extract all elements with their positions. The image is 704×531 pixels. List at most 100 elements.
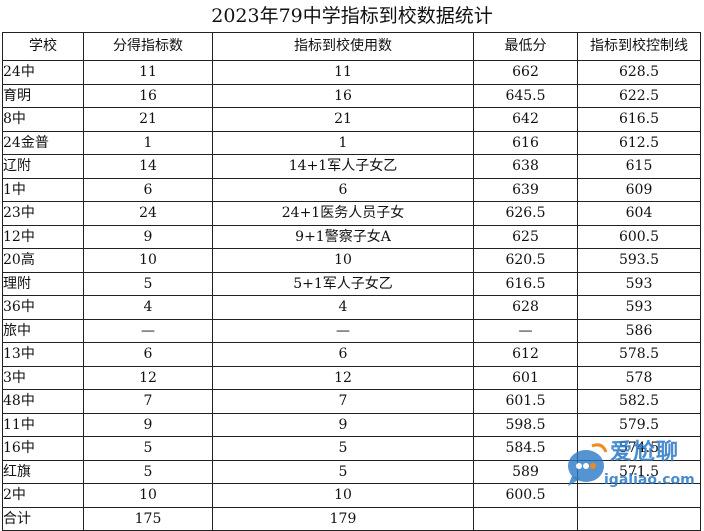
cell-min-score: 616	[473, 130, 578, 155]
cell-quota: 9	[83, 412, 213, 437]
cell-quota: 14	[83, 154, 213, 179]
cell-used: 11	[212, 60, 474, 85]
table-row: 20高 10 10 620.5 593.5	[2, 248, 701, 273]
cell-min-score: 601.5	[473, 389, 578, 414]
cell-school: 11中	[2, 412, 84, 437]
cell-min-score: 638	[473, 154, 578, 179]
cell-control-line: 571.5	[577, 459, 701, 484]
table-row: 23中 24 24+1医务人员子女 626.5 604	[2, 201, 701, 226]
table-row: 红旗 5 5 589 571.5	[2, 459, 701, 484]
table-row: 48中 7 7 601.5 582.5	[2, 389, 701, 414]
cell-used: 6	[212, 177, 474, 202]
total-cell-control-line	[577, 506, 701, 531]
cell-min-score: 639	[473, 177, 578, 202]
cell-school: 1中	[2, 177, 84, 202]
cell-school: 13中	[2, 342, 84, 367]
table-header: 学校 分得指标数 指标到校使用数 最低分 指标到校控制线	[2, 32, 701, 61]
cell-min-score: 598.5	[473, 412, 578, 437]
cell-school: 2中	[2, 483, 84, 508]
cell-school: 辽附	[2, 154, 84, 179]
table-row: 11中 9 9 598.5 579.5	[2, 412, 701, 437]
cell-used: 5	[212, 436, 474, 461]
cell-school: 16中	[2, 436, 84, 461]
cell-used: 14+1军人子女乙	[212, 154, 474, 179]
cell-control-line: 579.5	[577, 412, 701, 437]
total-cell-used: 179	[212, 506, 474, 531]
cell-used: 24+1医务人员子女	[212, 201, 474, 226]
cell-control-line: 628.5	[577, 60, 701, 85]
cell-used: 9+1警察子女A	[212, 224, 474, 249]
cell-min-score: 620.5	[473, 248, 578, 273]
cell-quota: 21	[83, 107, 213, 132]
table-row: 育明 16 16 645.5 622.5	[2, 83, 701, 108]
cell-min-score: 612	[473, 342, 578, 367]
table-row: 2中 10 10 600.5	[2, 483, 701, 508]
cell-quota: 5	[83, 436, 213, 461]
cell-quota: 11	[83, 60, 213, 85]
table-row: 旅中 — — —586	[2, 318, 701, 343]
cell-min-score: 628	[473, 295, 578, 320]
cell-school: 3中	[2, 365, 84, 390]
table-body: 24中 11 11 662 628.5 育明 16 16 645.5 622.5 8中 21 21 642…	[2, 60, 701, 531]
cell-min-score: 589	[473, 459, 578, 484]
table-row: 理附 5 5+1军人子女乙 616.5 593	[2, 271, 701, 296]
cell-used: 1	[212, 130, 474, 155]
cell-control-line: 586	[577, 318, 701, 343]
cell-control-line: 622.5	[577, 83, 701, 108]
table-row: 16中 5 5 584.5 574.5	[2, 436, 701, 461]
total-row: 合计 175 179	[2, 506, 701, 531]
cell-school: 24中	[2, 60, 84, 85]
cell-quota: 4	[83, 295, 213, 320]
cell-school: 23中	[2, 201, 84, 226]
cell-used: 12	[212, 365, 474, 390]
cell-min-score: 626.5	[473, 201, 578, 226]
cell-control-line: 612.5	[577, 130, 701, 155]
stats-table: 学校 分得指标数 指标到校使用数 最低分 指标到校控制线 24中 11 11 662 6…	[2, 32, 701, 531]
cell-school: 48中	[2, 389, 84, 414]
cell-used: 21	[212, 107, 474, 132]
cell-quota: —	[83, 318, 213, 343]
cell-school: 红旗	[2, 459, 84, 484]
cell-quota: 1	[83, 130, 213, 155]
cell-control-line: 609	[577, 177, 701, 202]
cell-min-score: 584.5	[473, 436, 578, 461]
header-min-score: 最低分	[473, 32, 578, 61]
cell-school: 旅中	[2, 318, 84, 343]
page-title: 2023年79中学指标到校数据统计	[211, 5, 493, 27]
cell-used: 5+1军人子女乙	[212, 271, 474, 296]
cell-used: 10	[212, 483, 474, 508]
table-row: 24金普 1 1 616 612.5	[2, 130, 701, 155]
cell-school: 24金普	[2, 130, 84, 155]
cell-control-line: 593	[577, 295, 701, 320]
cell-used: 5	[212, 459, 474, 484]
cell-quota: 5	[83, 271, 213, 296]
cell-control-line: 615	[577, 154, 701, 179]
table-row: 辽附 14 14+1军人子女乙 638 615	[2, 154, 701, 179]
cell-school: 育明	[2, 83, 84, 108]
total-cell-quota: 175	[83, 506, 213, 531]
cell-used: 10	[212, 248, 474, 273]
header-school: 学校	[2, 32, 84, 61]
cell-quota: 6	[83, 177, 213, 202]
cell-school: 12中	[2, 224, 84, 249]
header-quota: 分得指标数	[83, 32, 213, 61]
cell-control-line: 616.5	[577, 107, 701, 132]
table-row: 13中 6 6 612 578.5	[2, 342, 701, 367]
cell-used: 16	[212, 83, 474, 108]
table-row: 8中 21 21 642 616.5	[2, 107, 701, 132]
cell-quota: 6	[83, 342, 213, 367]
cell-used: —	[212, 318, 474, 343]
cell-min-score: 625	[473, 224, 578, 249]
cell-quota: 7	[83, 389, 213, 414]
cell-min-score: 601	[473, 365, 578, 390]
header-used: 指标到校使用数	[212, 32, 474, 61]
table-row: 3中 12 12 601 578	[2, 365, 701, 390]
table-row: 12中 9 9+1警察子女A 625 600.5	[2, 224, 701, 249]
cell-min-score: 662	[473, 60, 578, 85]
cell-quota: 16	[83, 83, 213, 108]
header-row: 学校 分得指标数 指标到校使用数 最低分 指标到校控制线	[2, 32, 701, 61]
cell-control-line: 578.5	[577, 342, 701, 367]
cell-control-line: 604	[577, 201, 701, 226]
cell-school: 20高	[2, 248, 84, 273]
cell-quota: 9	[83, 224, 213, 249]
